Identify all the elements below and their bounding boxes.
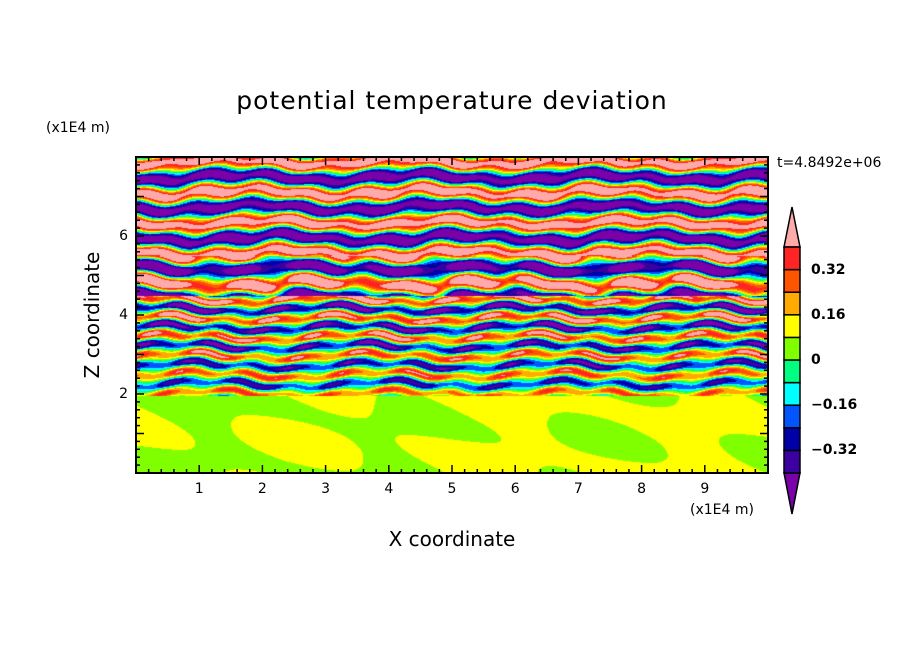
plot-frame: [135, 156, 769, 474]
colorbar-swatch: [783, 404, 801, 429]
x-tick-label: 4: [384, 481, 394, 497]
chart-title: potential temperature deviation: [236, 86, 668, 115]
colorbar-label: 0.16: [811, 306, 846, 323]
colorbar-swatch: [783, 336, 801, 361]
x-tick-label: 9: [700, 481, 710, 497]
colorbar-swatch: [783, 291, 801, 316]
x-tick-label: 7: [573, 481, 583, 497]
y-unit-label: (x1E4 m): [46, 120, 110, 136]
colorbar-label: 0: [811, 352, 821, 368]
x-tick-label: 6: [510, 481, 520, 497]
colorbar-swatch: [783, 359, 801, 384]
x-tick-label: 5: [447, 481, 457, 497]
y-tick-label: 4: [119, 307, 128, 323]
colorbar-swatch: [783, 314, 801, 339]
colorbar-extend-min: [783, 472, 801, 515]
colorbar-label: 0.32: [811, 261, 846, 278]
x-tick-label: 8: [637, 481, 647, 497]
x-unit-label: (x1E4 m): [690, 502, 754, 518]
colorbar-swatch: [783, 381, 801, 406]
x-tick-label: 2: [257, 481, 267, 497]
time-label: t=4.8492e+06: [777, 155, 882, 171]
x-axis-label: X coordinate: [388, 527, 516, 551]
colorbar-swatch: [783, 449, 801, 474]
contour-field: [136, 157, 768, 473]
colorbar-swatch: [783, 268, 801, 293]
colorbar-label: −0.16: [811, 397, 858, 414]
x-tick-label: 3: [321, 481, 331, 497]
y-tick-label: 6: [119, 228, 128, 244]
colorbar-extend-max: [783, 206, 801, 248]
colorbar-swatch: [783, 427, 801, 452]
colorbar-label: −0.32: [811, 442, 858, 459]
y-tick-label: 2: [119, 386, 128, 402]
x-tick-label: 1: [194, 481, 204, 497]
colorbar-swatch: [783, 246, 801, 271]
